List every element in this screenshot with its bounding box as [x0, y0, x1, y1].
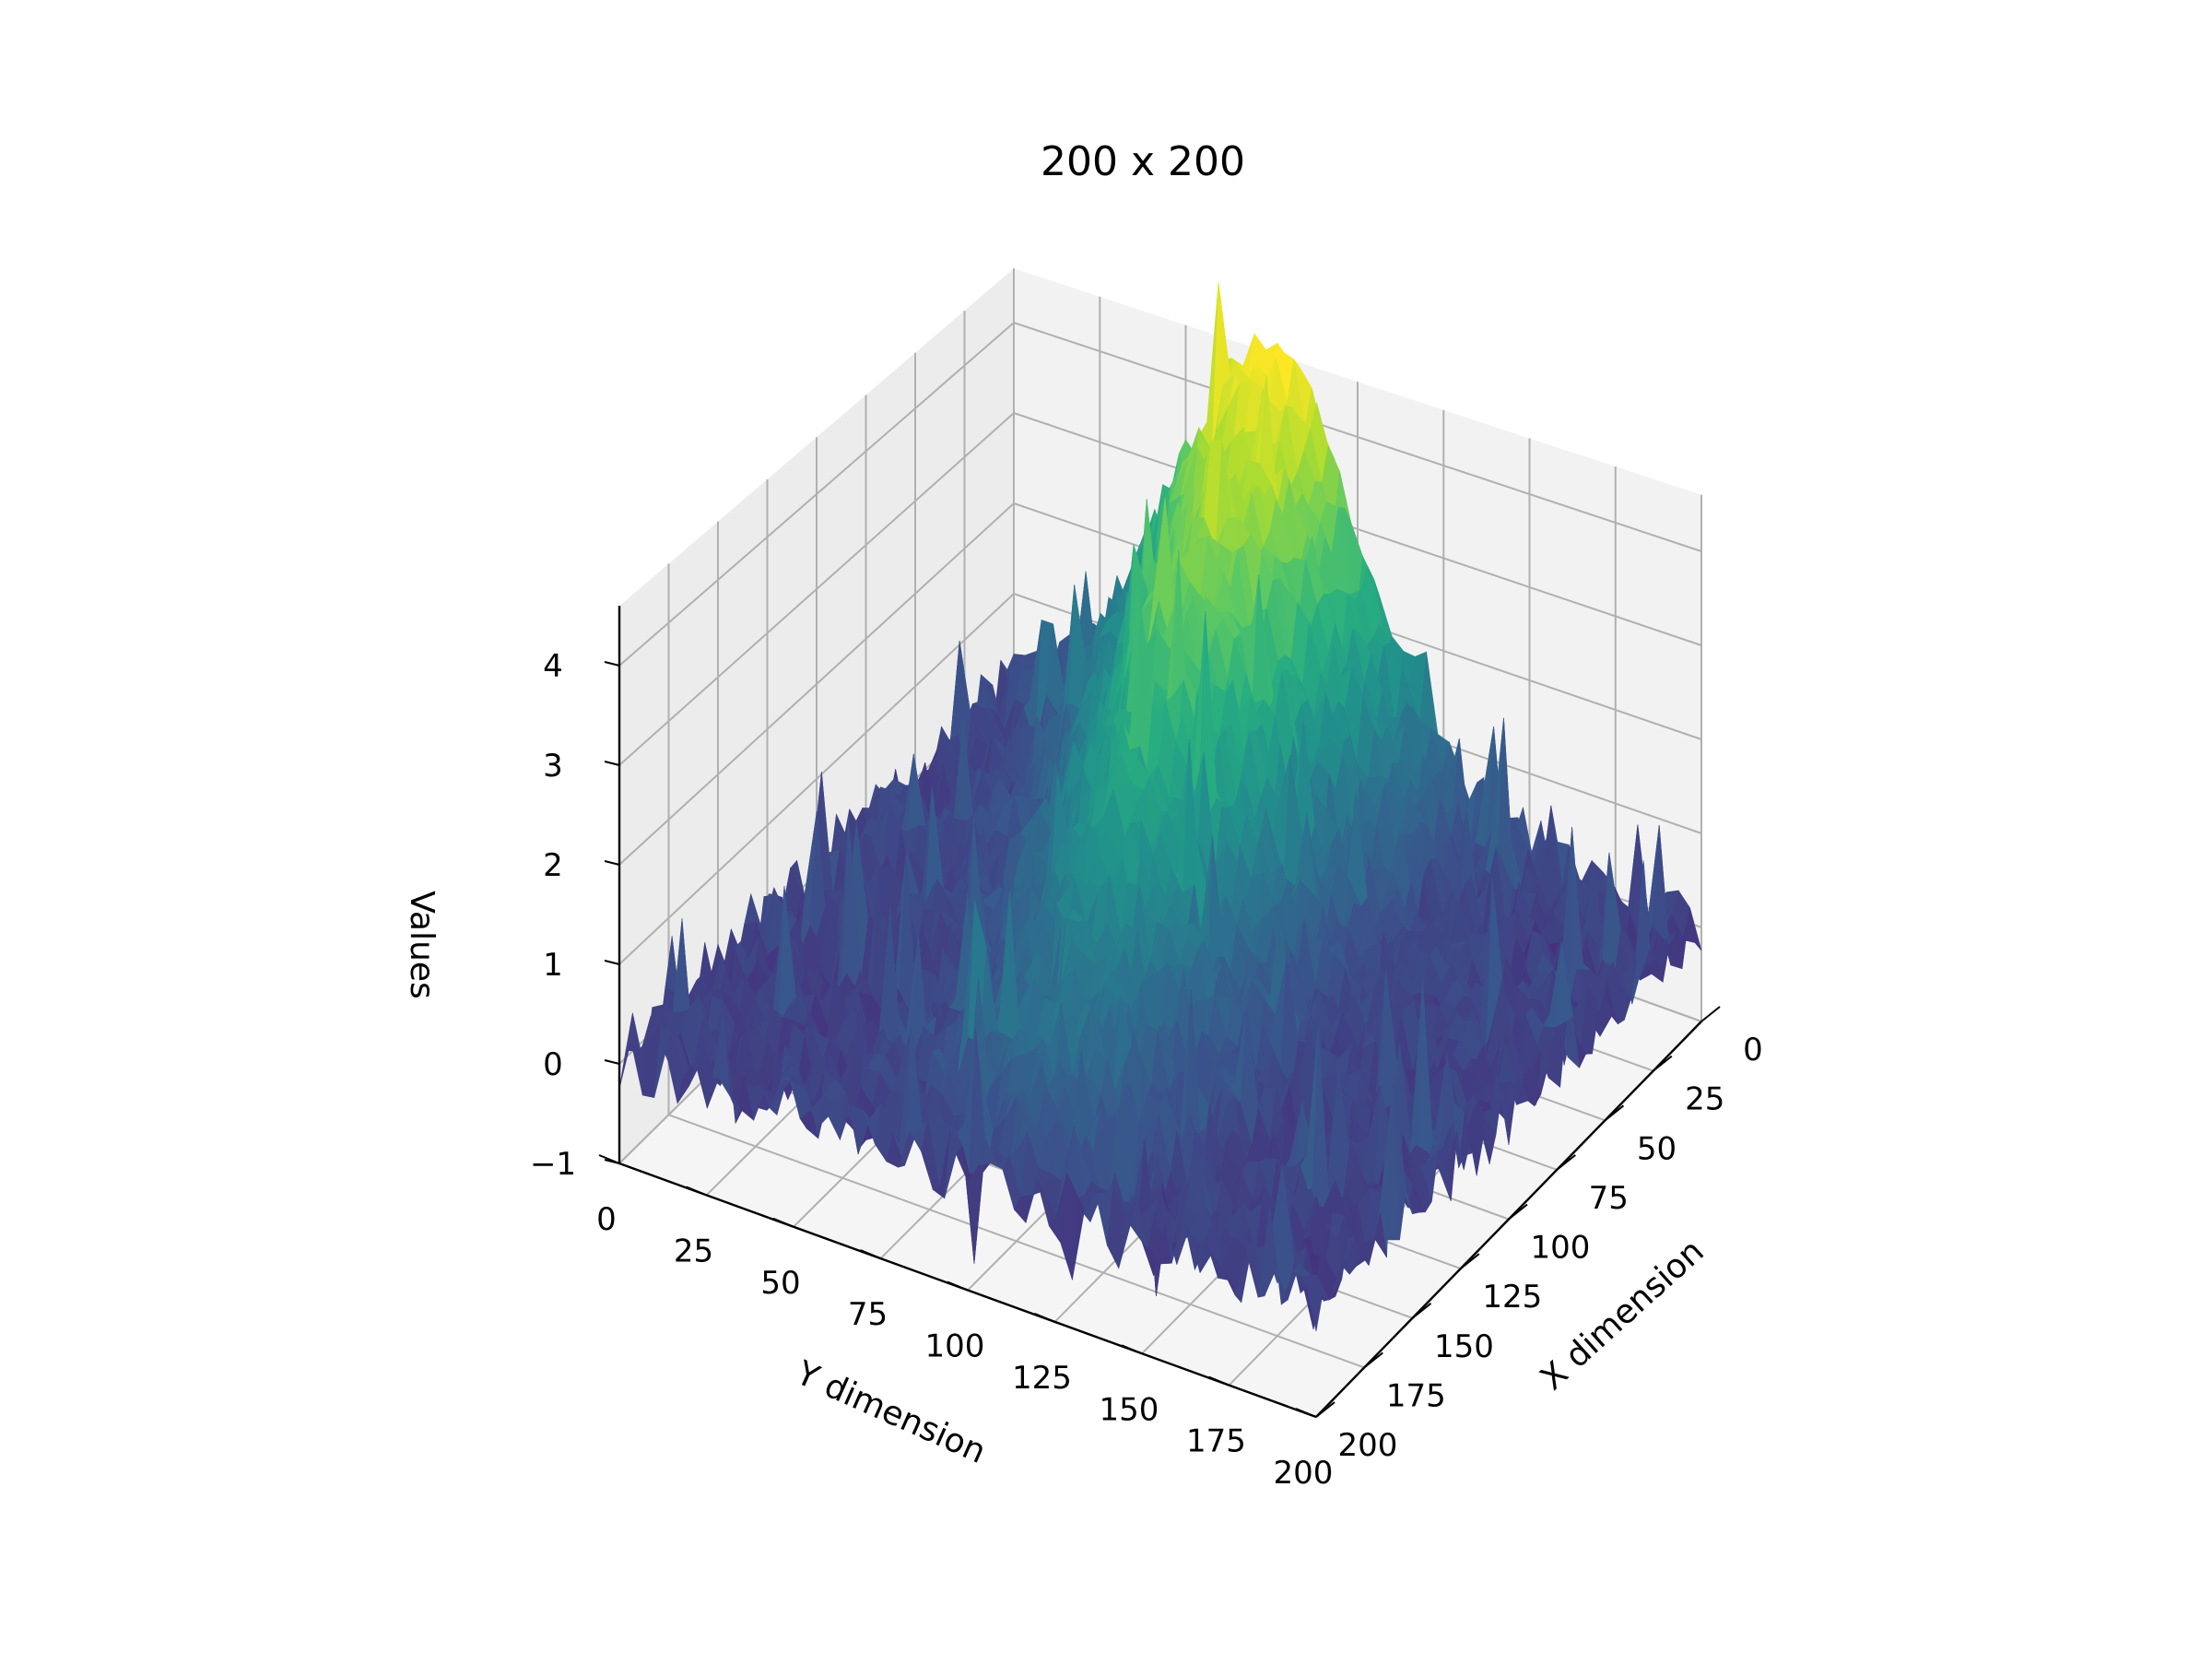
y-tick-mark	[1121, 1344, 1143, 1355]
y-tick-label: 0	[596, 1201, 617, 1238]
y-tick-label: 100	[925, 1328, 985, 1365]
surface-mesh	[618, 282, 1702, 1332]
grid-line-z	[618, 502, 1015, 866]
x-tick-mark	[1411, 1303, 1432, 1319]
y-tick-mark	[947, 1280, 969, 1292]
z-tick-mark	[604, 761, 620, 766]
y-tick-mark	[686, 1186, 707, 1197]
y-tick-mark	[860, 1249, 881, 1260]
z-tick-mark	[604, 860, 620, 866]
x-tick-label: 125	[1482, 1279, 1542, 1316]
x-tick-label: 75	[1589, 1180, 1629, 1217]
surface-cell	[1304, 1275, 1324, 1332]
x-tick-mark	[1460, 1253, 1480, 1269]
y-tick-label: 25	[674, 1233, 713, 1269]
x-tick-label: 50	[1637, 1130, 1677, 1167]
y-tick-label: 50	[760, 1265, 800, 1302]
grid-line-z	[618, 412, 1015, 766]
grid-line-z	[1013, 322, 1702, 552]
y-tick-label: 150	[1100, 1391, 1159, 1428]
y-tick-label: 175	[1186, 1423, 1246, 1460]
x-tick-mark	[1556, 1154, 1576, 1171]
x-tick-mark	[1700, 1006, 1721, 1022]
z-tick-mark	[604, 1159, 620, 1164]
y-axis-label: Y dimension	[790, 1354, 991, 1471]
x-tick-mark	[1508, 1203, 1528, 1221]
z-tick-label: 2	[543, 847, 563, 884]
grid-line-z	[1013, 412, 1702, 646]
x-tick-label: 150	[1434, 1328, 1494, 1365]
x-tick-label: 175	[1386, 1377, 1446, 1414]
y-tick-mark	[1208, 1375, 1230, 1387]
z-tick-mark	[604, 661, 620, 667]
grid-line-z	[618, 593, 1015, 965]
x-tick-mark	[1315, 1401, 1335, 1418]
y-tick-mark	[772, 1217, 794, 1228]
z-axis-label: Values	[403, 891, 441, 999]
x-tick-label: 100	[1531, 1230, 1591, 1267]
grid-line-z	[618, 322, 1015, 667]
x-tick-mark	[1363, 1351, 1383, 1369]
z-tick-mark	[604, 960, 620, 965]
y-tick-mark	[1034, 1312, 1055, 1323]
z-tick-label: 4	[543, 648, 563, 685]
x-tick-label: 0	[1743, 1032, 1763, 1068]
y-tick-label: 200	[1274, 1455, 1334, 1492]
z-tick-label: 3	[543, 748, 563, 785]
y-tick-mark	[1295, 1408, 1317, 1418]
x-tick-label: 25	[1685, 1081, 1724, 1118]
z-tick-mark	[604, 1059, 620, 1065]
chart-title: 200 x 200	[1041, 138, 1245, 185]
x-tick-label: 200	[1338, 1427, 1398, 1464]
y-tick-label: 75	[848, 1296, 888, 1333]
tick-marks: 0255075100125150175200025507510012515017…	[530, 648, 1763, 1492]
x-tick-mark	[1604, 1104, 1625, 1122]
z-tick-label: −1	[530, 1146, 576, 1183]
y-tick-label: 125	[1012, 1360, 1072, 1397]
x-tick-mark	[1653, 1055, 1673, 1072]
z-tick-label: 0	[543, 1046, 563, 1083]
z-tick-label: 1	[543, 947, 563, 984]
